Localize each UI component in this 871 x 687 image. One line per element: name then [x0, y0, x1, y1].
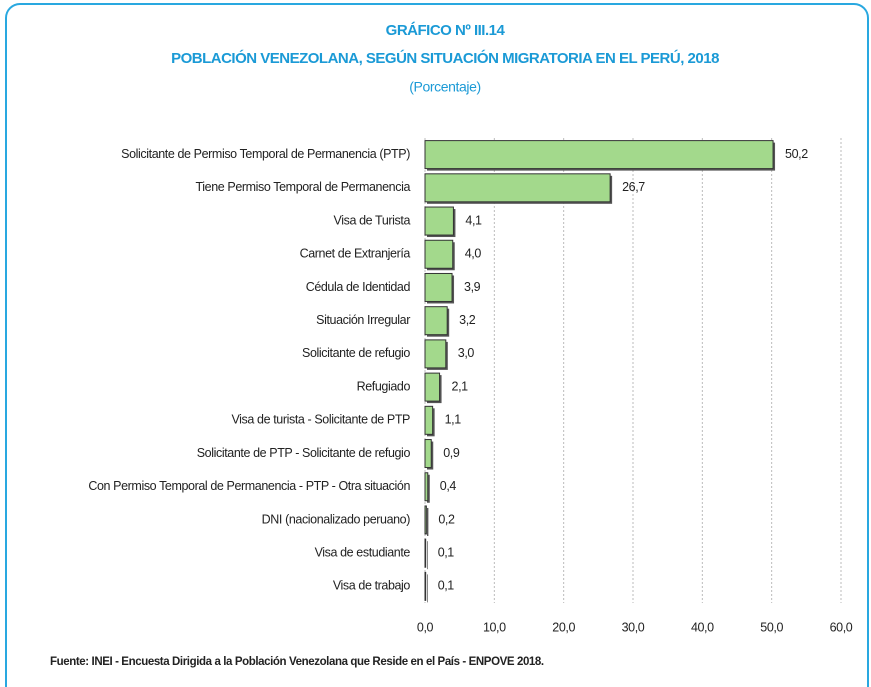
bar: [424, 571, 427, 601]
category-label: Visa de Turista: [334, 213, 411, 227]
x-tick-label: 30,0: [622, 620, 645, 634]
value-label: 3,2: [459, 313, 476, 327]
category-label: Visa de trabajo: [333, 579, 411, 593]
category-label: Visa de estudiante: [315, 545, 411, 559]
value-label: 26,7: [622, 180, 645, 194]
value-label: 50,2: [785, 147, 808, 161]
category-label: Solicitante de refugio: [302, 346, 410, 360]
category-label: Visa de turista - Solicitante de PTP: [231, 413, 410, 427]
bar-shadow: [427, 507, 429, 536]
unit-note: (Porcentaje): [409, 79, 480, 95]
x-tick-label: 50,0: [760, 620, 783, 634]
category-label: Con Permiso Temporal de Permanencia - PT…: [88, 479, 410, 493]
value-label: 0,4: [440, 479, 457, 493]
bar: [424, 505, 427, 535]
bar: [424, 339, 447, 369]
chart-title: GRÁFICO Nº III.14: [386, 22, 506, 39]
bar: [424, 173, 611, 203]
bar: [424, 472, 429, 502]
category-label: Tiene Permiso Temporal de Permanencia: [196, 180, 411, 194]
x-tick-label: 20,0: [552, 620, 575, 634]
bar: [424, 538, 427, 568]
value-label: 3,9: [464, 280, 481, 294]
bar: [424, 439, 432, 469]
value-label: 2,1: [452, 379, 469, 393]
bar: [424, 272, 453, 302]
frame: [5, 3, 869, 687]
category-label: Carnet de Extranjería: [300, 247, 411, 261]
x-tick-label: 0,0: [417, 620, 434, 634]
category-label: Cédula de Identidad: [306, 280, 411, 294]
value-label: 4,1: [465, 213, 482, 227]
bar-shadow: [427, 541, 428, 570]
value-label: 4,0: [465, 247, 482, 261]
value-label: 0,9: [443, 446, 460, 460]
value-label: 0,1: [438, 579, 455, 593]
value-label: 0,1: [438, 545, 455, 559]
bar: [424, 239, 454, 269]
bar: [424, 206, 454, 236]
bar-shadow: [427, 574, 428, 603]
bar: [424, 372, 441, 402]
category-label: Solicitante de Permiso Temporal de Perma…: [121, 147, 410, 161]
bar: [424, 405, 434, 435]
chart-subtitle: POBLACIÓN VENEZOLANA, SEGÚN SITUACIÓN MI…: [171, 49, 719, 67]
value-label: 0,2: [438, 512, 455, 526]
value-label: 3,0: [458, 346, 475, 360]
value-label: 1,1: [445, 413, 462, 427]
category-label: DNI (nacionalizado peruano): [262, 512, 411, 526]
x-tick-label: 60,0: [830, 620, 853, 634]
x-tick-label: 40,0: [691, 620, 714, 634]
category-label: Situación Irregular: [316, 313, 410, 327]
x-tick-label: 10,0: [483, 620, 506, 634]
bar: [424, 306, 448, 336]
source: Fuente: INEI - Encuesta Dirigida a la Po…: [50, 656, 544, 668]
category-label: Refugiado: [357, 379, 411, 393]
category-label: Solicitante de PTP - Solicitante de refu…: [197, 446, 411, 460]
bar-shadow: [427, 474, 430, 503]
bar: [424, 140, 774, 170]
